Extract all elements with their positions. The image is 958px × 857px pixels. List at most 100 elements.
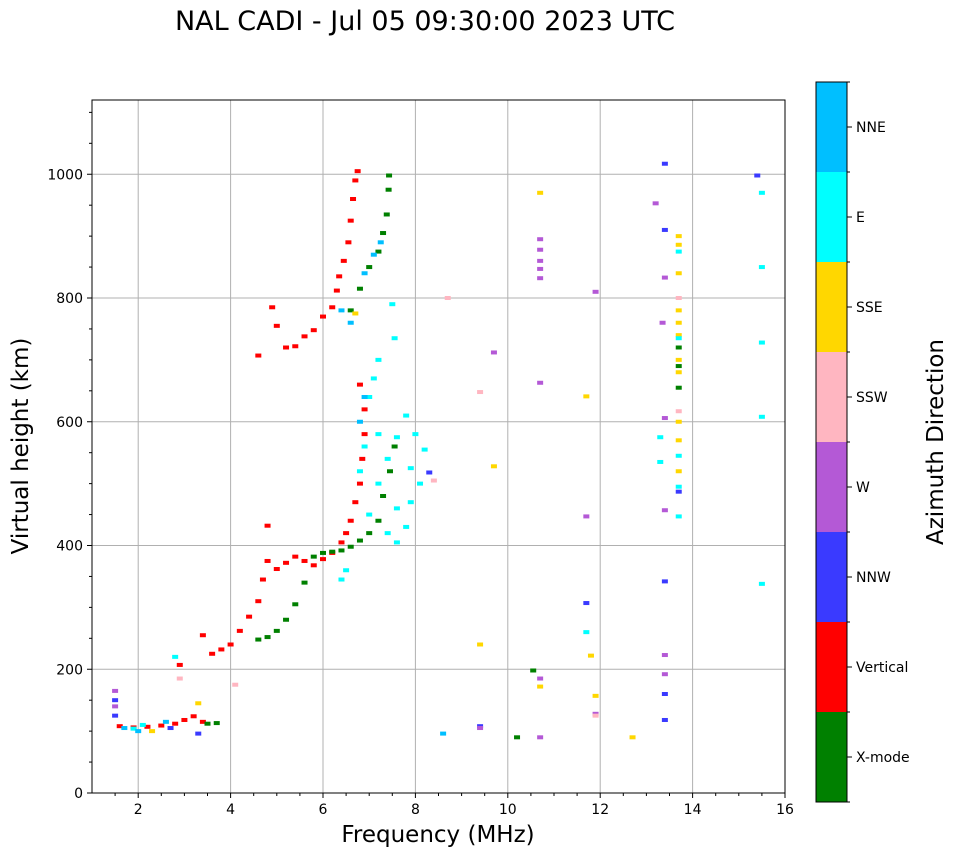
echo-point-ssw <box>430 478 437 483</box>
echo-point-e <box>675 514 682 519</box>
echo-point-x-mode <box>530 668 537 673</box>
echo-point-vertical <box>301 558 308 563</box>
echo-point-e <box>172 654 179 659</box>
colorbar-frame <box>815 81 848 803</box>
echo-point-e <box>393 506 400 511</box>
echo-point-x-mode <box>310 554 317 559</box>
colorbar-label-x-mode: X-mode <box>856 750 910 766</box>
echo-point-vertical <box>283 345 290 350</box>
echo-point-vertical <box>340 258 347 263</box>
echo-point-e <box>356 469 363 474</box>
echo-point-sse <box>675 357 682 362</box>
echo-point-w <box>537 266 544 271</box>
colorbar-segment <box>816 82 847 172</box>
echo-point-x-mode <box>391 444 398 449</box>
echo-point-nne <box>162 719 169 724</box>
echo-point-e <box>412 432 419 437</box>
echo-point-nne <box>347 320 354 325</box>
x-tick-label: 4 <box>226 802 235 818</box>
echo-point-vertical <box>347 518 354 523</box>
echo-point-vertical <box>269 305 276 310</box>
echo-point-sse <box>675 438 682 443</box>
echo-point-nne <box>361 395 368 399</box>
echo-point-sse <box>675 419 682 424</box>
echo-point-vertical <box>116 724 123 729</box>
echo-point-e <box>758 414 765 419</box>
echo-point-w <box>537 676 544 681</box>
echo-point-vertical <box>255 353 262 358</box>
echo-point-e <box>384 531 391 536</box>
echo-point-ssw <box>675 409 682 414</box>
chart-title: NAL CADI - Jul 05 09:30:00 2023 UTC <box>174 6 676 37</box>
echo-point-nne <box>370 252 377 257</box>
echo-point-e <box>758 190 765 195</box>
echo-point-vertical <box>354 169 361 174</box>
echo-point-vertical <box>292 344 299 349</box>
x-axis-label: Frequency (MHz) <box>341 822 534 848</box>
echo-point-x-mode <box>320 550 326 555</box>
colorbar-segment <box>816 172 847 262</box>
colorbar-segment <box>816 352 847 442</box>
echo-point-e <box>393 540 400 545</box>
echo-point-vertical <box>209 651 216 656</box>
echo-point-x-mode <box>386 469 393 474</box>
echo-point-e <box>375 432 382 437</box>
echo-point-e <box>366 395 373 399</box>
echo-point-e <box>675 453 682 458</box>
echo-point-nnw <box>754 173 761 178</box>
echo-point-x-mode <box>386 173 393 178</box>
echo-point-w <box>661 508 668 513</box>
echo-point-e <box>657 435 664 440</box>
echo-point-vertical <box>227 642 234 647</box>
echo-point-e <box>657 459 664 464</box>
echo-point-vertical <box>338 540 345 545</box>
echo-point-x-mode <box>213 721 220 726</box>
echo-point-w <box>661 416 668 421</box>
echo-point-x-mode <box>347 544 354 549</box>
echo-point-x-mode <box>675 364 682 369</box>
echo-point-vertical <box>181 717 188 722</box>
echo-point-sse <box>490 464 497 469</box>
echo-point-vertical <box>361 432 368 437</box>
echo-point-vertical <box>310 563 317 568</box>
echo-point-e <box>758 265 765 270</box>
echo-point-vertical <box>329 305 336 310</box>
colorbar-label-nne: NNE <box>856 120 886 136</box>
echo-point-vertical <box>172 721 179 726</box>
echo-point-x-mode <box>255 637 262 642</box>
y-axis-ticks: 0 200 400 600 800 1000 <box>47 111 92 802</box>
echo-point-e <box>393 435 400 440</box>
echo-point-nnw <box>583 601 590 606</box>
echo-point-e <box>343 568 350 573</box>
echo-point-x-mode <box>375 249 382 254</box>
echo-point-x-mode <box>366 531 373 536</box>
echo-point-x-mode <box>366 265 373 270</box>
colorbar-label-e: E <box>856 210 865 226</box>
echo-point-vertical <box>236 628 243 633</box>
echo-point-sse <box>675 242 682 247</box>
x-tick-label: 10 <box>499 802 517 818</box>
echo-point-sse <box>352 311 359 316</box>
echo-point-nnw <box>661 227 668 232</box>
echo-point-e <box>139 722 146 727</box>
x-tick-label: 8 <box>411 802 420 818</box>
echo-point-nne <box>121 726 128 731</box>
echo-point-vertical <box>273 323 280 328</box>
echo-point-nnw <box>675 489 682 494</box>
grid-lines <box>92 100 785 793</box>
echo-point-nnw <box>112 698 119 703</box>
echo-point-nnw <box>195 731 202 736</box>
echo-point-vertical <box>259 577 266 582</box>
echo-point-sse <box>675 320 682 325</box>
x-axis-ticks: 2 4 6 8 10 12 14 16 <box>114 793 794 818</box>
echo-point-nnw <box>661 579 668 584</box>
echo-point-vertical <box>190 714 197 719</box>
x-tick-label: 2 <box>134 802 143 818</box>
echo-point-vertical <box>356 382 363 387</box>
echo-point-vertical <box>352 178 359 183</box>
echo-point-nnw <box>112 713 119 718</box>
echo-point-x-mode <box>356 538 363 543</box>
echo-point-sse <box>675 333 682 338</box>
echo-point-w <box>537 735 544 740</box>
colorbar-segment <box>816 262 847 352</box>
